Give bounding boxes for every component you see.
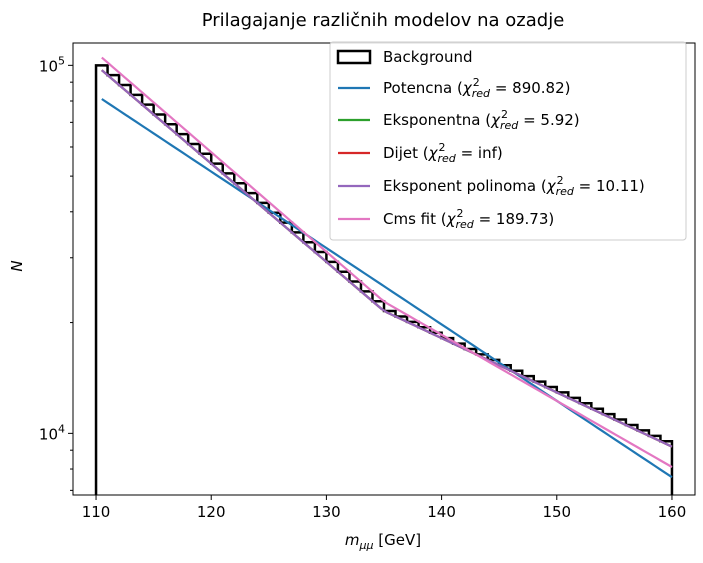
y-axis-label: N [8,260,26,271]
plot-area [94,56,674,495]
y-axis: 104 105 [39,54,73,491]
legend-frame [329,41,687,241]
legend-label-1: Potencna (χ2 red = 890.82) [383,76,571,100]
x-axis: 110 120 130 140 150 160 [82,495,687,521]
x-tick-label: 150 [542,503,571,521]
x-tick-label: 160 [658,503,687,521]
legend-swatch-background [336,49,372,65]
legend: Background Potencna (χ2 red = 890.82) Ekspo… [329,41,687,241]
legend-label-background: Background [383,48,473,66]
series-line-1 [101,98,673,479]
legend-label-5: Cms fit (χ2 red = 189.73) [383,207,554,231]
legend-label-2: Eksponentna (χ2 red = 5.92) [383,108,580,132]
legend-label-4: Eksponent polinoma (χ2 red = 10.11) [383,174,645,198]
x-axis-label: mμμ [GeV] [345,531,421,552]
x-tick-label: 140 [427,503,456,521]
series-line-4 [101,69,673,448]
histogram-background [94,64,674,495]
x-tick-label: 120 [197,503,226,521]
y-tick-label: 104 [39,422,65,443]
x-tick-label: 130 [312,503,341,521]
x-tick-label: 110 [82,503,111,521]
chart-title: Prilagajanje različnih modelov na ozadje [202,10,565,31]
y-tick-label: 105 [39,54,65,75]
series-line-5 [101,56,673,468]
legend-label-3: Dijet (χ2 red = inf) [383,141,503,165]
